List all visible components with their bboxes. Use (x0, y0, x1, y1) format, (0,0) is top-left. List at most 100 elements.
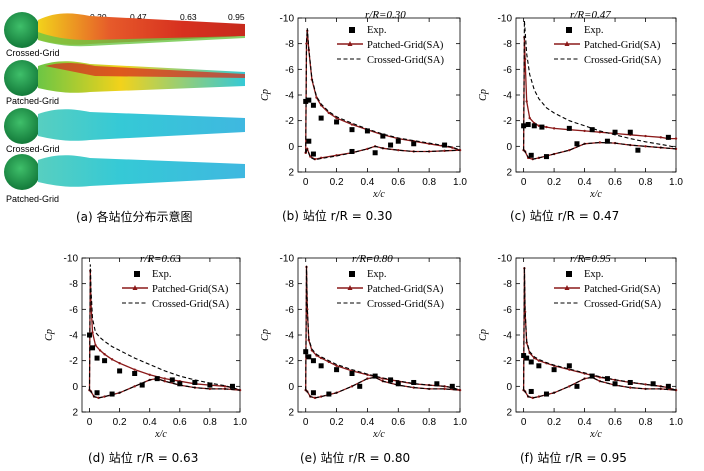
y-tick-label: -8 (285, 279, 294, 290)
x-tick-label: 0.8 (639, 417, 653, 428)
patched-grid-marker (568, 385, 571, 388)
exp-point (364, 128, 370, 134)
legend-patched-label: Patched-Grid(SA) (367, 40, 444, 51)
x-tick-label: 1.0 (453, 177, 467, 188)
exp-point (528, 359, 534, 365)
patched-grid-line (88, 270, 241, 391)
contour-label-3: Crossed-Grid (6, 144, 60, 154)
x-tick-label: 0 (521, 417, 527, 428)
exp-point (90, 345, 96, 351)
x-tick-label: 0.2 (330, 177, 344, 188)
legend-exp-marker (566, 27, 572, 33)
legend-patched-label: Patched-Grid(SA) (152, 284, 229, 295)
patched-grid-marker (552, 127, 556, 130)
exp-point (318, 115, 324, 121)
legend-exp-label: Exp. (152, 269, 172, 280)
y-tick-label: -6 (69, 305, 78, 316)
y-tick-label: 2 (506, 408, 512, 419)
exp-point (357, 383, 363, 389)
exp-point (574, 383, 580, 389)
legend-crossed-label: Crossed-Grid(SA) (152, 299, 229, 310)
x-axis-label: x/c (589, 189, 602, 200)
exp-point (154, 376, 160, 382)
y-tick-label: -6 (503, 305, 512, 316)
station-label: r/R=0.63 (140, 253, 181, 265)
exp-point (372, 373, 378, 379)
y-tick-label: 2 (506, 168, 512, 179)
x-tick-label: 1.0 (233, 417, 247, 428)
exp-point (326, 391, 332, 397)
y-tick-label: -2 (503, 356, 512, 367)
chart-caption: (c) 站位 r/R = 0.47 (510, 208, 619, 223)
patched-grid-marker (525, 100, 528, 103)
contour-label-2: Patched-Grid (6, 96, 59, 106)
y-tick-label: 2 (72, 408, 78, 419)
crossed-grid-line (305, 145, 461, 161)
crossed-grid-line (523, 266, 677, 391)
y-tick-label: -6 (285, 65, 294, 76)
y-tick-label: -10 (280, 14, 295, 25)
y-tick-label: -6 (285, 305, 294, 316)
exp-point (665, 383, 671, 389)
exp-point (318, 363, 324, 369)
exp-point (395, 381, 401, 387)
x-tick-label: 0.6 (608, 417, 622, 428)
x-tick-label: 0 (303, 417, 309, 428)
legend-patched-label: Patched-Grid(SA) (367, 284, 444, 295)
exp-point (543, 154, 549, 160)
exp-point (349, 148, 355, 154)
exp-point (169, 377, 175, 383)
patched-grid-marker (583, 129, 586, 133)
patched-grid-marker (545, 125, 548, 129)
patched-grid-marker (644, 134, 647, 138)
patched-grid-marker (674, 137, 678, 140)
crossed-grid-line (523, 376, 677, 399)
legend-crossed-label: Crossed-Grid(SA) (584, 55, 661, 66)
contour-label-1: Crossed-Grid (6, 48, 60, 58)
legend-exp-label: Exp. (584, 269, 604, 280)
exp-point (449, 383, 455, 389)
legend-exp-marker (134, 271, 140, 277)
chart-caption: (b) 站位 r/R = 0.30 (282, 208, 392, 223)
exp-point (395, 138, 401, 144)
patched-grid-marker (133, 368, 136, 371)
caption-a: (a) 各站位分布示意图 (76, 209, 193, 224)
exp-point (589, 373, 595, 379)
legend-exp-marker (566, 271, 572, 277)
x-tick-label: 0.2 (547, 417, 561, 428)
x-tick-label: 0.4 (360, 417, 374, 428)
x-tick-label: 0.4 (578, 417, 592, 428)
exp-point (388, 142, 394, 148)
crossed-grid-line (523, 20, 677, 151)
patched-grid-marker (133, 385, 136, 388)
x-tick-label: 0.2 (330, 417, 344, 428)
y-tick-label: 0 (288, 382, 294, 393)
exp-point (543, 391, 549, 397)
y-tick-label: -4 (503, 331, 512, 342)
exp-point (229, 383, 235, 389)
y-tick-label: -10 (498, 14, 513, 25)
legend-patched-marker (347, 285, 353, 290)
exp-point (306, 354, 312, 360)
crossed-grid-line (305, 376, 461, 399)
x-tick-label: 0.6 (173, 417, 187, 428)
patched-grid-marker (598, 141, 602, 144)
x-tick-label: 0.8 (639, 177, 653, 188)
exp-point (87, 332, 93, 338)
patched-grid-marker (644, 383, 647, 386)
y-tick-label: -6 (503, 65, 512, 76)
patched-grid-marker (163, 377, 166, 380)
exp-point (627, 129, 633, 135)
exp-point (94, 390, 100, 396)
exp-point (334, 367, 340, 373)
y-tick-label: 2 (288, 168, 294, 179)
exp-point (306, 138, 312, 144)
legend-patched-label: Patched-Grid(SA) (584, 40, 661, 51)
x-tick-label: 0.4 (578, 177, 592, 188)
y-axis-label: Cp (478, 89, 489, 101)
